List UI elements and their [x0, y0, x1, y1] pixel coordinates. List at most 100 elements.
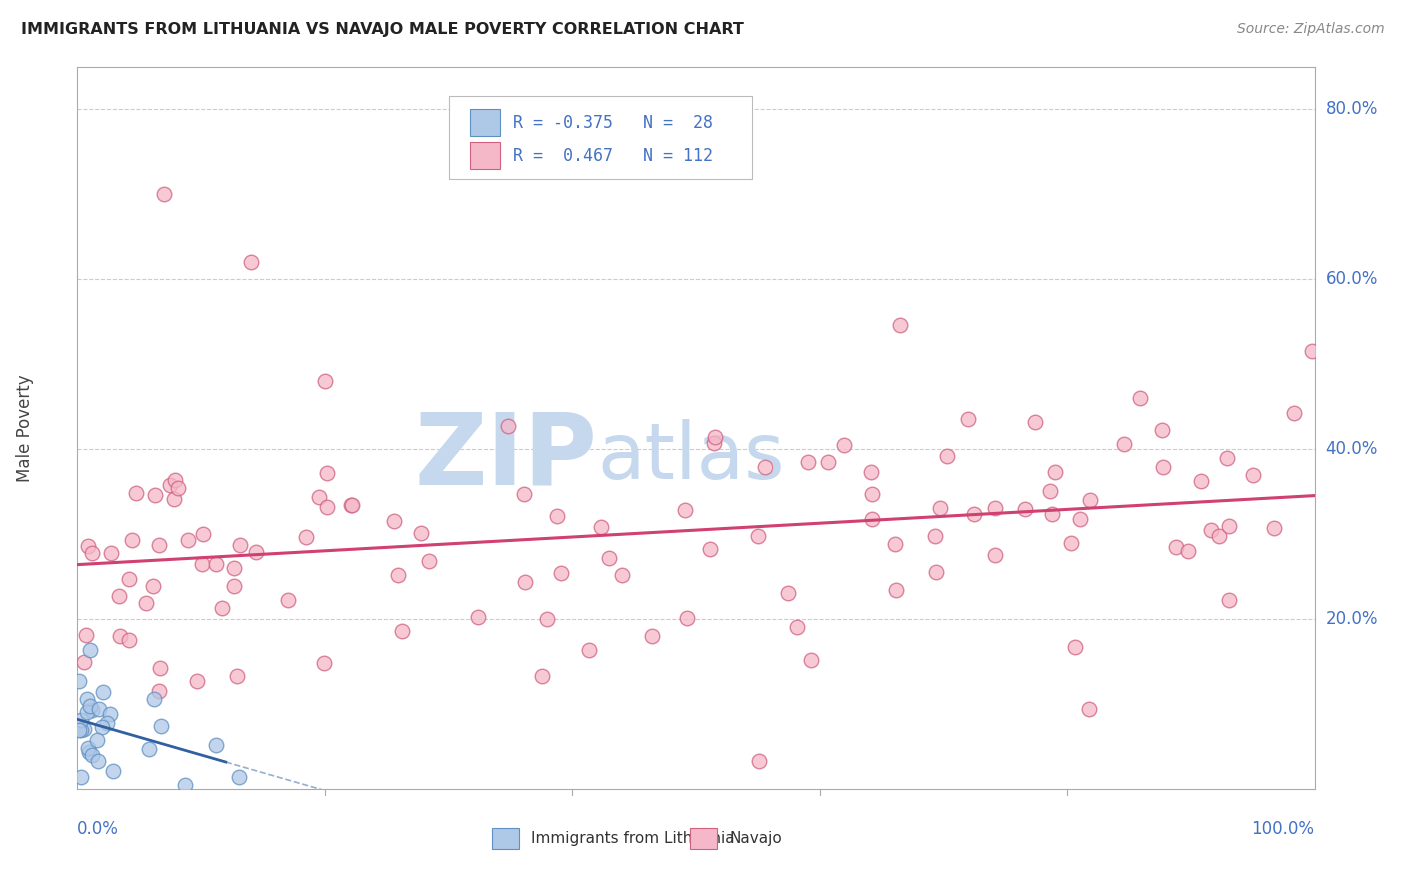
- Point: [418, 554, 440, 568]
- Text: R =  0.467   N = 112: R = 0.467 N = 112: [513, 147, 713, 165]
- Point: [135, 596, 157, 610]
- Point: [984, 500, 1007, 515]
- Point: [91, 685, 114, 699]
- Point: [578, 643, 600, 657]
- Point: [641, 629, 664, 643]
- Point: [1059, 535, 1081, 549]
- Point: [148, 684, 170, 698]
- FancyBboxPatch shape: [690, 828, 717, 849]
- Point: [673, 503, 696, 517]
- Point: [387, 568, 409, 582]
- Point: [1064, 640, 1087, 655]
- Point: [222, 579, 245, 593]
- Point: [79, 643, 101, 657]
- Point: [860, 487, 883, 501]
- Point: [610, 568, 633, 582]
- Point: [1150, 423, 1173, 437]
- Point: [340, 499, 363, 513]
- Point: [153, 187, 176, 202]
- Point: [925, 565, 948, 579]
- Point: [339, 498, 361, 512]
- Text: 80.0%: 80.0%: [1326, 101, 1378, 119]
- Point: [1218, 519, 1240, 533]
- Point: [143, 488, 166, 502]
- Point: [295, 530, 318, 544]
- Point: [1199, 523, 1222, 537]
- Point: [984, 548, 1007, 562]
- Point: [77, 745, 100, 759]
- Point: [225, 669, 247, 683]
- Point: [96, 715, 118, 730]
- Point: [308, 490, 330, 504]
- Text: 60.0%: 60.0%: [1326, 270, 1378, 288]
- Point: [496, 418, 519, 433]
- Point: [315, 466, 337, 480]
- Point: [76, 706, 98, 720]
- Point: [125, 485, 148, 500]
- Point: [138, 741, 160, 756]
- Point: [747, 528, 769, 542]
- Point: [956, 412, 979, 426]
- Point: [1040, 507, 1063, 521]
- Point: [163, 491, 186, 506]
- Point: [79, 698, 101, 713]
- Point: [70, 770, 93, 784]
- Point: [963, 507, 986, 521]
- Point: [550, 566, 572, 580]
- Text: 20.0%: 20.0%: [1326, 610, 1378, 629]
- Point: [929, 500, 952, 515]
- Point: [1301, 343, 1323, 358]
- Point: [312, 657, 335, 671]
- Point: [67, 723, 90, 737]
- Point: [80, 703, 103, 717]
- Point: [316, 500, 339, 515]
- Point: [1241, 467, 1264, 482]
- Point: [222, 561, 245, 575]
- Point: [884, 537, 907, 551]
- Point: [108, 629, 131, 643]
- FancyBboxPatch shape: [470, 142, 501, 169]
- Point: [76, 539, 98, 553]
- Point: [87, 754, 110, 768]
- Text: Navajo: Navajo: [730, 831, 782, 846]
- FancyBboxPatch shape: [492, 828, 519, 849]
- Point: [1218, 593, 1240, 607]
- Point: [1043, 465, 1066, 479]
- Point: [77, 741, 100, 756]
- Point: [598, 551, 620, 566]
- Point: [121, 533, 143, 548]
- Point: [1216, 451, 1239, 466]
- Point: [409, 526, 432, 541]
- Point: [1282, 406, 1305, 420]
- Text: 0.0%: 0.0%: [77, 820, 120, 838]
- Point: [73, 655, 96, 669]
- Point: [862, 512, 884, 526]
- Point: [1129, 391, 1152, 405]
- Point: [69, 713, 91, 727]
- Point: [69, 723, 91, 738]
- Point: [786, 620, 808, 634]
- Text: R = -0.375   N =  28: R = -0.375 N = 28: [513, 113, 713, 131]
- Point: [87, 702, 110, 716]
- Point: [1112, 437, 1135, 451]
- Point: [239, 255, 262, 269]
- Point: [832, 438, 855, 452]
- Point: [277, 593, 299, 607]
- Point: [1166, 540, 1188, 554]
- Point: [91, 721, 114, 735]
- Text: IMMIGRANTS FROM LITHUANIA VS NAVAJO MALE POVERTY CORRELATION CHART: IMMIGRANTS FROM LITHUANIA VS NAVAJO MALE…: [21, 22, 744, 37]
- FancyBboxPatch shape: [470, 109, 501, 136]
- Point: [467, 610, 489, 624]
- Point: [143, 692, 166, 706]
- Point: [513, 486, 536, 500]
- FancyBboxPatch shape: [449, 95, 752, 179]
- Point: [1039, 483, 1062, 498]
- Point: [118, 633, 141, 648]
- Point: [186, 674, 208, 689]
- Point: [531, 669, 554, 683]
- Point: [1078, 493, 1101, 508]
- Point: [75, 628, 97, 642]
- Point: [589, 520, 612, 534]
- Point: [86, 732, 108, 747]
- Point: [314, 375, 336, 389]
